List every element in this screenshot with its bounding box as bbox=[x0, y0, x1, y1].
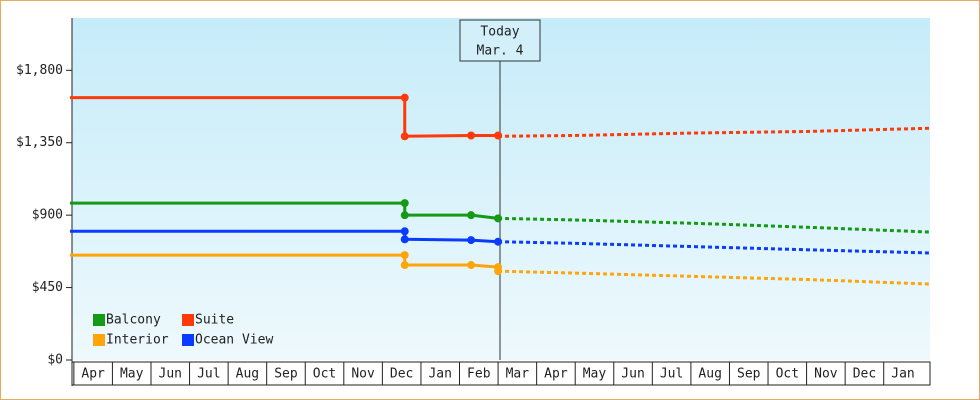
x-tick-label: May bbox=[120, 367, 144, 382]
today-label: Today bbox=[480, 25, 519, 40]
y-tick-label: $1,350 bbox=[16, 135, 63, 150]
price-point bbox=[400, 132, 409, 141]
forecast-line bbox=[498, 126, 931, 138]
x-tick-label: Aug bbox=[236, 367, 259, 382]
price-point bbox=[467, 236, 476, 245]
plot-area bbox=[72, 18, 930, 360]
x-tick-label: May bbox=[583, 367, 607, 382]
x-tick-label: Nov bbox=[351, 367, 375, 382]
price-point bbox=[400, 235, 409, 244]
price-point bbox=[400, 211, 409, 220]
price-point bbox=[494, 214, 503, 223]
price-point bbox=[467, 211, 476, 220]
price-point bbox=[400, 251, 409, 260]
y-tick-label: $450 bbox=[32, 280, 63, 295]
forecast-line bbox=[498, 269, 931, 286]
forecast-line bbox=[498, 216, 931, 234]
x-tick-label: Aug bbox=[698, 367, 721, 382]
x-tick-label: Jul bbox=[197, 367, 220, 382]
x-tick-label: Oct bbox=[313, 367, 336, 382]
price-point bbox=[494, 131, 503, 140]
x-tick-label: Nov bbox=[814, 367, 838, 382]
x-tick-label: Jun bbox=[159, 367, 182, 382]
x-tick-label: Oct bbox=[776, 367, 799, 382]
x-tick-label: Mar bbox=[506, 367, 530, 382]
y-tick-label: $1,800 bbox=[16, 63, 63, 78]
price-point bbox=[467, 131, 476, 140]
legend-swatch bbox=[182, 334, 194, 346]
legend-label: Interior bbox=[106, 333, 169, 348]
price-point bbox=[467, 261, 476, 270]
x-tick-label: Jan bbox=[428, 367, 451, 382]
x-tick-label: Jan bbox=[891, 367, 914, 382]
legend-swatch bbox=[93, 314, 105, 326]
price-point bbox=[400, 227, 409, 236]
today-box bbox=[459, 19, 541, 62]
x-tick-label: Jun bbox=[621, 367, 644, 382]
x-tick-label: Feb bbox=[467, 367, 491, 382]
legend-swatch bbox=[182, 314, 194, 326]
price-point bbox=[494, 267, 503, 276]
price-point bbox=[400, 261, 409, 270]
forecast-line bbox=[498, 240, 931, 255]
price-point bbox=[494, 237, 503, 246]
price-point bbox=[400, 199, 409, 208]
x-tick-label: Jul bbox=[660, 367, 683, 382]
today-date: Mar. 4 bbox=[477, 44, 524, 59]
x-tick-label: Apr bbox=[81, 367, 105, 382]
x-tick-label: Sep bbox=[274, 367, 298, 382]
x-axis-band bbox=[71, 361, 931, 386]
price-point bbox=[400, 93, 409, 102]
legend-label: Ocean View bbox=[195, 333, 273, 348]
y-tick-label: $0 bbox=[47, 353, 63, 368]
x-tick-label: Dec bbox=[390, 367, 413, 382]
legend-swatch bbox=[93, 334, 105, 346]
y-tick-label: $900 bbox=[32, 208, 63, 223]
legend-label: Suite bbox=[195, 313, 234, 328]
legend-label: Balcony bbox=[106, 313, 161, 328]
x-tick-label: Sep bbox=[737, 367, 761, 382]
x-tick-label: Dec bbox=[853, 367, 876, 382]
x-tick-label: Apr bbox=[544, 367, 568, 382]
